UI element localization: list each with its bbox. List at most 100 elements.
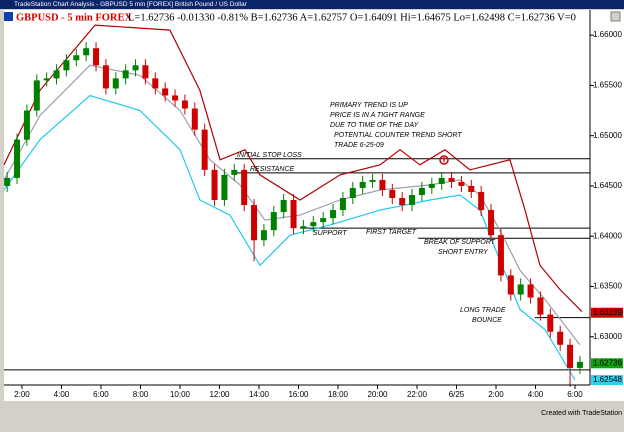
x-tick-label: 18:00 [328, 390, 349, 399]
candle-body [369, 179, 376, 182]
x-tick-label: 16:00 [288, 390, 309, 399]
price-label-box [591, 358, 623, 369]
candle-body [73, 55, 80, 61]
footer: Created with TradeStation [541, 410, 622, 417]
x-tick-label: 4:00 [54, 390, 70, 399]
symbol: GBPUSD - 5 min FOREX [16, 12, 133, 23]
x-tick-label: 6/25 [449, 390, 465, 399]
candle-body [488, 210, 495, 236]
candle-body [260, 230, 267, 241]
candle-body [547, 314, 554, 332]
candle-body [201, 129, 208, 170]
price-axis-area [590, 10, 624, 385]
candle-body [43, 78, 50, 81]
candle-body [122, 70, 129, 79]
candle-body [409, 194, 416, 206]
x-tick-label: 6:00 [93, 390, 109, 399]
price-label-box [591, 375, 623, 385]
annotation: LONG TRADE [460, 307, 506, 314]
candle-body [359, 181, 366, 188]
candle-body [172, 95, 179, 101]
annotation: PRIMARY TREND IS UP [330, 102, 408, 109]
price-label: 1.62548 [593, 375, 622, 384]
candle-body [438, 177, 445, 184]
candle-body [251, 205, 258, 241]
annotation: FIRST TARGET [366, 229, 417, 236]
plot: 1.63000 1.63500 1.64000 1.64500 1.65000 1.655… [3, 24, 622, 399]
price-label: 1.62736 [593, 358, 622, 367]
annotation: BOUNCE [472, 317, 502, 324]
annotation: PRICE IS IN A TIGHT RANGE [330, 112, 425, 119]
candle-body [221, 174, 228, 201]
candle-body [497, 235, 504, 276]
annotation: DUE TO TIME OF THE DAY [330, 122, 420, 129]
x-tick-label: 6:00 [567, 390, 583, 399]
x-tick-label: 20:00 [367, 390, 388, 399]
candle-body [181, 100, 188, 109]
candle-body [53, 70, 60, 79]
candle-body [33, 80, 40, 111]
candle-body [83, 48, 90, 56]
candle-body [567, 344, 574, 368]
candle-body [280, 200, 287, 213]
candle-body [191, 108, 198, 130]
candle-body [330, 210, 337, 219]
x-tick-label: 4:00 [528, 390, 544, 399]
candle-body [517, 284, 524, 295]
candle-body [458, 181, 465, 186]
candle-body [448, 177, 455, 182]
title-bar [0, 0, 624, 9]
candle-body [349, 187, 356, 199]
annotation: SUPPORT [313, 230, 347, 237]
x-tick-label: 2:00 [14, 390, 30, 399]
price-label: 1.63239 [593, 308, 622, 317]
minimize-button[interactable] [610, 11, 621, 22]
candle-body [557, 331, 564, 345]
candle-body [527, 284, 534, 298]
y-tick-label: 1.66000 [593, 30, 622, 39]
x-tick-label: 8:00 [133, 390, 149, 399]
annotation: INITIAL STOP LOSS [237, 152, 302, 159]
candle-body [4, 177, 11, 186]
candle-body [63, 60, 70, 71]
candle-body [132, 65, 139, 71]
x-tick-label: 14:00 [249, 390, 270, 399]
candle-body [507, 275, 514, 295]
candle-body [211, 169, 218, 201]
candle-body [102, 65, 109, 89]
candle-body [270, 212, 277, 231]
candle-body [231, 169, 238, 175]
candle-body [241, 169, 248, 206]
annotation: TRADE 6-25-09 [334, 142, 384, 149]
candle-body [300, 226, 307, 229]
candle-body [142, 65, 149, 79]
y-tick-label: 1.65500 [593, 81, 622, 90]
candle-body [399, 198, 406, 206]
candle-body [379, 179, 386, 190]
y-tick-label: 1.63000 [593, 332, 622, 341]
y-tick-label: 1.63500 [593, 282, 622, 291]
x-tick-label: 22:00 [407, 390, 428, 399]
candle-body [537, 297, 544, 315]
candle-body [428, 183, 435, 188]
candle-body [576, 361, 583, 368]
candle-body [290, 200, 297, 229]
annotation: BREAK OF SUPPORT [424, 239, 496, 246]
candle-body [152, 78, 159, 89]
candle-body [162, 88, 169, 96]
y-tick-label: 1.65000 [593, 131, 622, 140]
time-axis-area [4, 385, 624, 401]
candle-body [418, 187, 425, 195]
candle-body [478, 191, 485, 211]
x-tick-label: 2:00 [488, 390, 504, 399]
candle-body [339, 198, 346, 211]
annotation: SHORT ENTRY [438, 249, 489, 256]
x-tick-label: 10:00 [170, 390, 191, 399]
candle-body [310, 222, 317, 227]
annotation: POTENTIAL COUNTER TREND SHORT [334, 132, 462, 139]
candle-body [14, 139, 21, 178]
chart-icon[interactable] [4, 12, 13, 21]
entry-marker [439, 155, 449, 165]
candle-body [23, 110, 30, 140]
